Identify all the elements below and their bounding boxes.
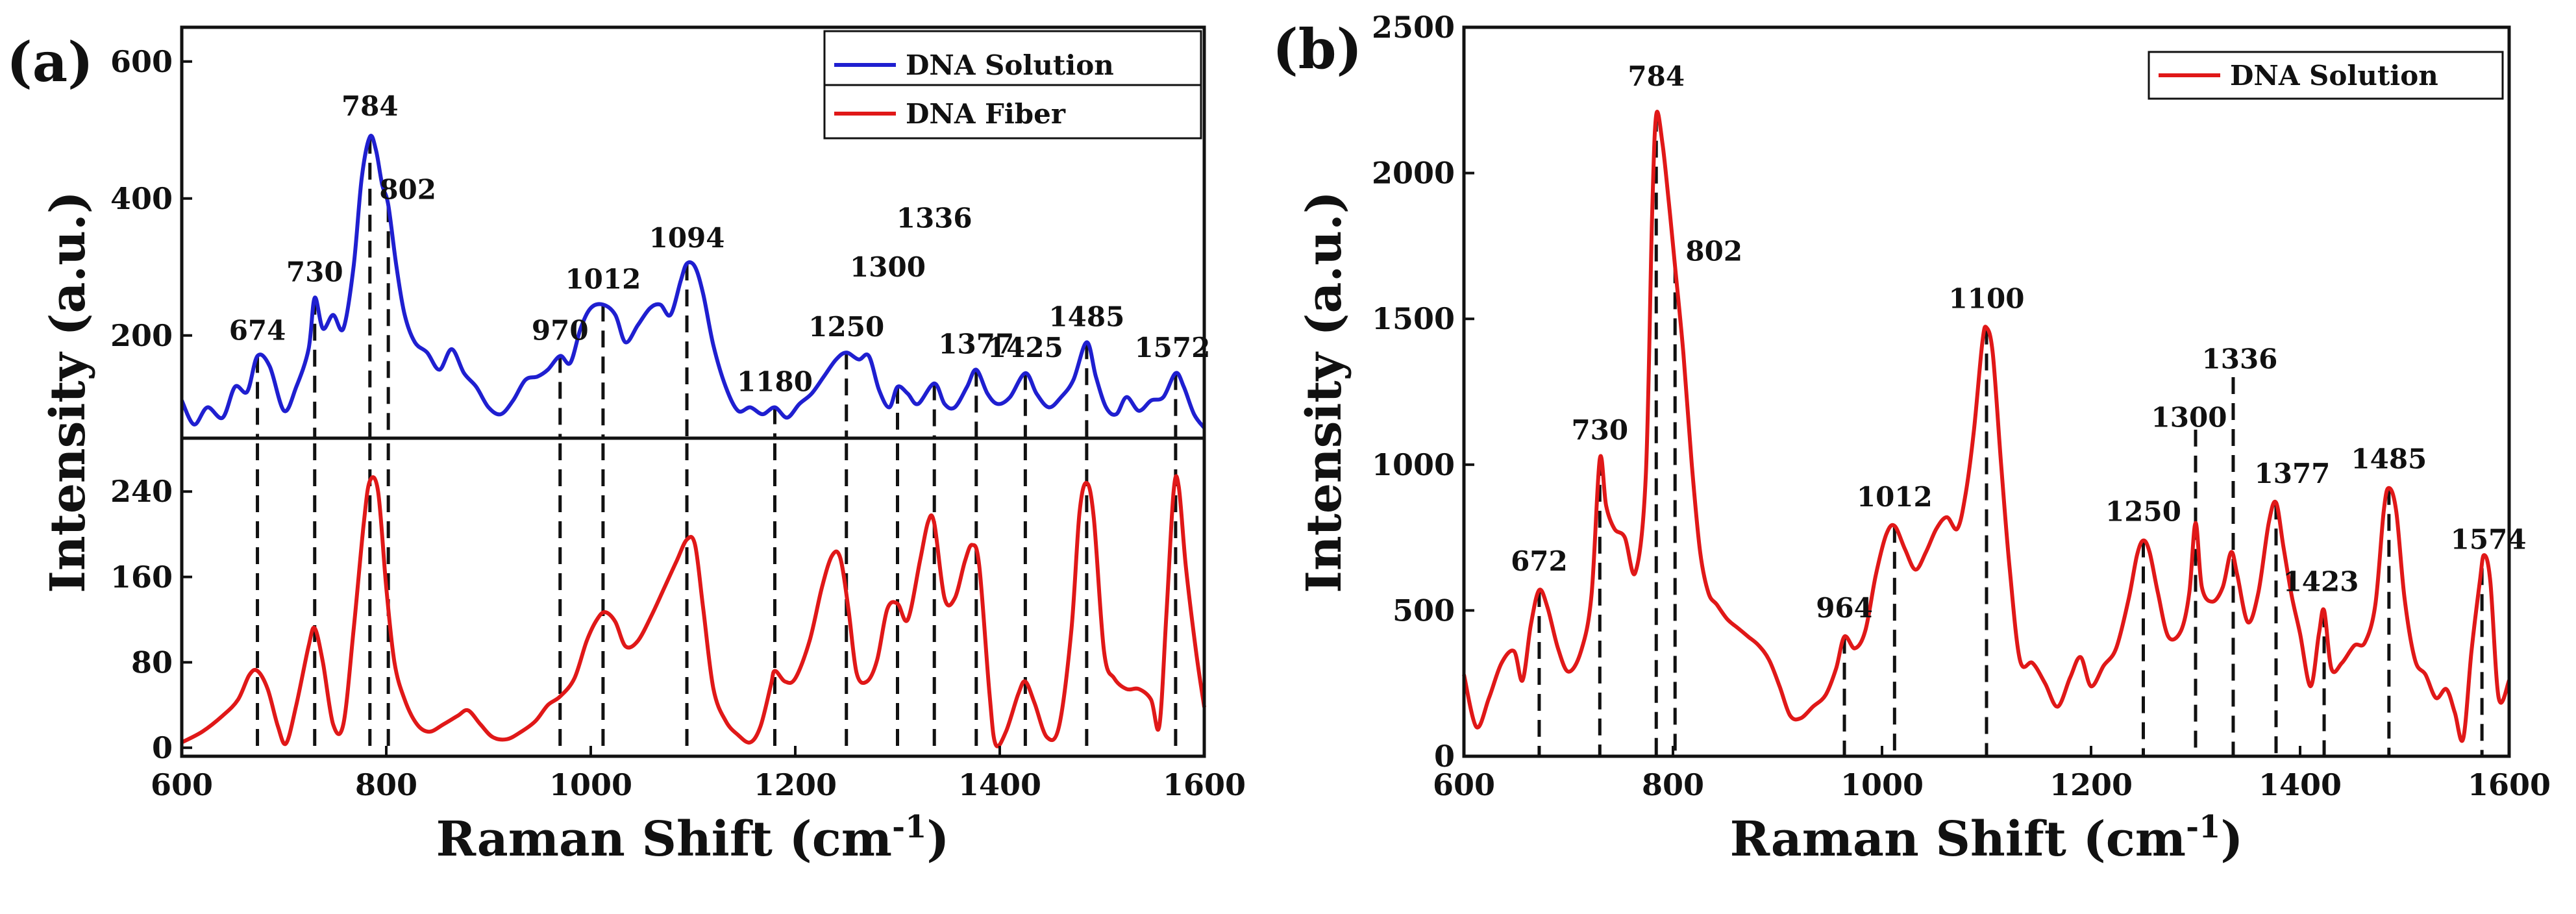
y-tick-label: 200 bbox=[110, 318, 173, 353]
x-tick-label: 1000 bbox=[1840, 767, 1924, 802]
x-tick-label: 600 bbox=[1433, 767, 1495, 802]
peak-label: 1094 bbox=[649, 222, 725, 254]
panel-a-top-y-ticks: 200 400 600 bbox=[110, 44, 192, 353]
peak-label: 730 bbox=[286, 256, 343, 288]
panel-b-frame bbox=[1462, 25, 2511, 758]
panel-a-top-dashed-markers bbox=[256, 136, 1178, 438]
peak-label: 1425 bbox=[987, 332, 1063, 364]
peak-label: 1336 bbox=[2202, 343, 2278, 375]
y-tick-label: 160 bbox=[110, 560, 173, 595]
x-tick-label: 1200 bbox=[2050, 767, 2133, 802]
peak-label: 1423 bbox=[2283, 565, 2359, 597]
peak-label: 1012 bbox=[565, 263, 641, 295]
peak-label: 1300 bbox=[2151, 401, 2227, 433]
x-tick-label: 1000 bbox=[549, 767, 632, 802]
legend-label-dna-solution-b: DNA Solution bbox=[2230, 60, 2438, 92]
peak-label: 1377 bbox=[938, 328, 1014, 360]
peak-label: 1572 bbox=[1134, 332, 1210, 364]
peak-label: 1180 bbox=[737, 366, 813, 398]
peak-label: 802 bbox=[1685, 235, 1742, 267]
panel-a-bottom-dashed-markers bbox=[256, 443, 1178, 756]
peak-label: 1485 bbox=[1048, 301, 1124, 332]
panel-a-x-axis-title: Raman Shift (cm-1) bbox=[436, 809, 950, 867]
peak-label: 674 bbox=[229, 314, 286, 346]
legend-label-dna-fiber: DNA Fiber bbox=[906, 98, 1066, 130]
panel-b-x-ticks: 600 800 1000 1200 1400 1600 bbox=[1433, 746, 2551, 802]
x-tick-label: 1400 bbox=[958, 767, 1041, 802]
y-tick-label: 80 bbox=[131, 645, 173, 680]
panel-a-x-ticks: 600 800 1000 1200 1400 1600 bbox=[151, 746, 1246, 802]
panel-a-legend: DNA Solution DNA Fiber bbox=[823, 30, 1202, 140]
peak-label: 1377 bbox=[2255, 458, 2331, 489]
panel-a-bottom-y-ticks: 0 80 160 240 bbox=[110, 474, 192, 765]
peak-label: 1100 bbox=[1949, 283, 2025, 315]
panel-b-legend: DNA Solution bbox=[2148, 51, 2504, 100]
peak-label: 1250 bbox=[808, 311, 884, 343]
legend-label-dna-solution: DNA Solution bbox=[906, 49, 1114, 81]
panel-b-y-ticks: 0 500 1000 1500 2000 2500 bbox=[1372, 10, 1474, 774]
peak-label: 784 bbox=[1628, 60, 1685, 92]
y-tick-label: 0 bbox=[152, 730, 173, 765]
series-line-dna-solution-a bbox=[180, 134, 1206, 430]
y-tick-label: 1500 bbox=[1372, 301, 1455, 336]
y-tick-label: 0 bbox=[1434, 739, 1455, 774]
peak-label: 784 bbox=[341, 90, 399, 122]
peak-label: 1250 bbox=[2105, 496, 2181, 528]
panel-b-series bbox=[1462, 110, 2511, 743]
peak-label: 1300 bbox=[850, 251, 926, 283]
panel-a-top-series bbox=[180, 134, 1206, 430]
peak-label: 970 bbox=[532, 314, 589, 346]
panel-b-y-axis-title: Intensity (a.u.) bbox=[1296, 191, 1352, 593]
x-tick-label: 800 bbox=[355, 767, 417, 802]
panel-b: (b) 672 730 784 802 964 1012 1100 1250 1300 1336 1… bbox=[1272, 10, 2551, 867]
panel-b-dashed-markers bbox=[1537, 114, 2484, 756]
y-tick-label: 240 bbox=[110, 474, 173, 509]
y-tick-label: 1000 bbox=[1372, 447, 1455, 482]
series-line-dna-fiber bbox=[180, 474, 1206, 748]
y-tick-label: 500 bbox=[1393, 593, 1455, 628]
x-tick-label: 1600 bbox=[2468, 767, 2551, 802]
panel-a-label: (a) bbox=[6, 30, 93, 94]
y-tick-label: 2500 bbox=[1372, 10, 1455, 45]
peak-label: 964 bbox=[1816, 592, 1873, 624]
peak-label: 1485 bbox=[2351, 443, 2427, 475]
panel-a-y-axis-title: Intensity (a.u.) bbox=[40, 191, 96, 593]
x-tick-label: 1600 bbox=[1163, 767, 1246, 802]
panel-b-label: (b) bbox=[1272, 17, 1362, 81]
x-tick-label: 800 bbox=[1642, 767, 1704, 802]
x-tick-label: 600 bbox=[151, 767, 213, 802]
panel-a-bottom-series bbox=[180, 474, 1206, 748]
y-tick-label: 600 bbox=[110, 44, 173, 79]
panel-a-bottom-frame bbox=[180, 436, 1206, 758]
peak-label: 1336 bbox=[897, 203, 972, 234]
peak-label: 1574 bbox=[2451, 523, 2527, 555]
y-tick-label: 2000 bbox=[1372, 156, 1455, 191]
series-line-dna-solution-b bbox=[1462, 110, 2511, 743]
peak-label: 802 bbox=[379, 173, 436, 205]
x-tick-label: 1400 bbox=[2259, 767, 2342, 802]
peak-label: 730 bbox=[1571, 414, 1628, 446]
panel-b-x-axis-title: Raman Shift (cm-1) bbox=[1730, 809, 2244, 867]
panel-b-peak-labels: 672 730 784 802 964 1012 1100 1250 1300 1336 1377 1… bbox=[1511, 60, 2527, 624]
peak-label: 672 bbox=[1511, 545, 1568, 577]
x-tick-label: 1200 bbox=[754, 767, 837, 802]
peak-label: 1012 bbox=[1857, 481, 1933, 513]
y-tick-label: 400 bbox=[110, 181, 173, 216]
